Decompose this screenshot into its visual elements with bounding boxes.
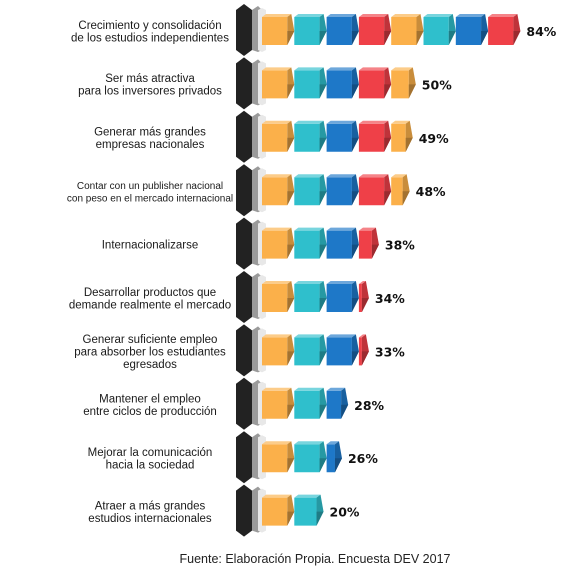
bar-segment bbox=[262, 174, 295, 206]
spine-block bbox=[236, 484, 252, 537]
bar-segment bbox=[326, 67, 359, 99]
category-label: Contar con un publisher nacional con peso… bbox=[67, 181, 233, 205]
bar-segment bbox=[262, 494, 295, 526]
value-label: 34% bbox=[375, 291, 405, 306]
spine-block bbox=[236, 271, 252, 323]
value-label: 28% bbox=[354, 398, 384, 413]
bar-segment bbox=[294, 494, 324, 526]
bar bbox=[262, 441, 342, 473]
bar-segment bbox=[294, 334, 327, 366]
bar-segment bbox=[358, 120, 392, 152]
bar-segment bbox=[326, 14, 359, 45]
bar-segment bbox=[391, 14, 424, 45]
bar-segment bbox=[326, 281, 359, 312]
bar-segment bbox=[423, 14, 456, 45]
bar-segment bbox=[391, 120, 413, 152]
category-label: Mantener el empleo entre ciclos de produc… bbox=[83, 394, 217, 419]
bar-segment bbox=[326, 174, 359, 206]
bar-segment bbox=[294, 441, 327, 473]
category-label: Generar más grandes empresas nacionales bbox=[94, 127, 206, 152]
bar-segment bbox=[391, 174, 410, 206]
bar-segment bbox=[262, 120, 295, 152]
bar-segment bbox=[262, 281, 295, 312]
category-label: Atraer a más grandes estudios internacion… bbox=[88, 500, 212, 524]
spine-block bbox=[236, 4, 252, 56]
bar bbox=[262, 387, 349, 419]
category-label: Desarrollar productos que demande realmen… bbox=[69, 287, 231, 312]
bar bbox=[262, 14, 521, 45]
bar bbox=[262, 174, 410, 206]
category-label: Ser más atractiva para los inversores pri… bbox=[78, 73, 222, 98]
spine-block bbox=[236, 324, 252, 377]
spine-block bbox=[236, 217, 252, 270]
bar bbox=[262, 120, 413, 152]
bar-segment bbox=[294, 174, 327, 206]
bar-segment bbox=[358, 67, 392, 99]
category-label: Generar suficiente empleo para absorber l… bbox=[74, 334, 226, 371]
bar-segment bbox=[262, 334, 295, 366]
bar-segment bbox=[294, 67, 327, 99]
bar-segment bbox=[326, 227, 359, 259]
value-label: 48% bbox=[416, 184, 446, 199]
bar-segment bbox=[358, 334, 369, 366]
bar-segment bbox=[294, 227, 327, 259]
bar-segment bbox=[262, 227, 295, 259]
bar bbox=[262, 67, 416, 99]
value-label: 20% bbox=[330, 505, 360, 520]
value-label: 49% bbox=[419, 131, 449, 146]
bar-segment bbox=[326, 387, 349, 419]
bar-segment bbox=[358, 174, 392, 206]
category-label: Internacionalizarse bbox=[102, 240, 199, 252]
bar-segment bbox=[455, 14, 489, 45]
spine-block bbox=[236, 164, 252, 217]
bar-segment bbox=[326, 334, 359, 366]
category-label: Crecimiento y consolidación de los estudi… bbox=[71, 20, 229, 45]
bar-segment bbox=[391, 67, 416, 99]
bar-segment bbox=[294, 14, 327, 45]
bars: 84% 50% 49% 48% 38% 34% 33% 28% 26% 20% bbox=[262, 14, 557, 526]
bar-segment bbox=[358, 281, 369, 312]
bar-segment bbox=[326, 120, 359, 152]
chart-spine bbox=[236, 0, 266, 538]
bar-segment bbox=[262, 14, 295, 45]
bar bbox=[262, 227, 379, 259]
bar-segment bbox=[358, 227, 379, 259]
bar bbox=[262, 494, 324, 526]
spine-block bbox=[236, 431, 252, 484]
bar bbox=[262, 281, 369, 312]
bar-segment bbox=[358, 14, 392, 45]
bar bbox=[262, 334, 369, 366]
category-label: Mejorar la comunicación hacia la sociedad bbox=[88, 447, 213, 472]
spine-block bbox=[236, 110, 252, 163]
value-label: 33% bbox=[375, 344, 405, 359]
bar-segment bbox=[262, 67, 295, 99]
bar-segment bbox=[294, 387, 327, 419]
value-label: 50% bbox=[422, 77, 452, 92]
value-label: 84% bbox=[526, 24, 556, 39]
value-label: 26% bbox=[348, 451, 378, 466]
bar-segment bbox=[294, 120, 327, 152]
bar-segment bbox=[488, 14, 521, 45]
category-labels: Crecimiento y consolidación de los estudi… bbox=[67, 20, 233, 525]
bar-segment bbox=[326, 441, 342, 473]
bar-segment bbox=[262, 441, 295, 473]
value-label: 38% bbox=[385, 238, 415, 253]
source-note: Fuente: Elaboración Propia. Encuesta DEV… bbox=[179, 552, 450, 566]
bar-segment bbox=[294, 281, 327, 312]
bar-segment bbox=[262, 387, 295, 419]
spine-block bbox=[236, 57, 252, 110]
spine-block bbox=[236, 377, 252, 430]
